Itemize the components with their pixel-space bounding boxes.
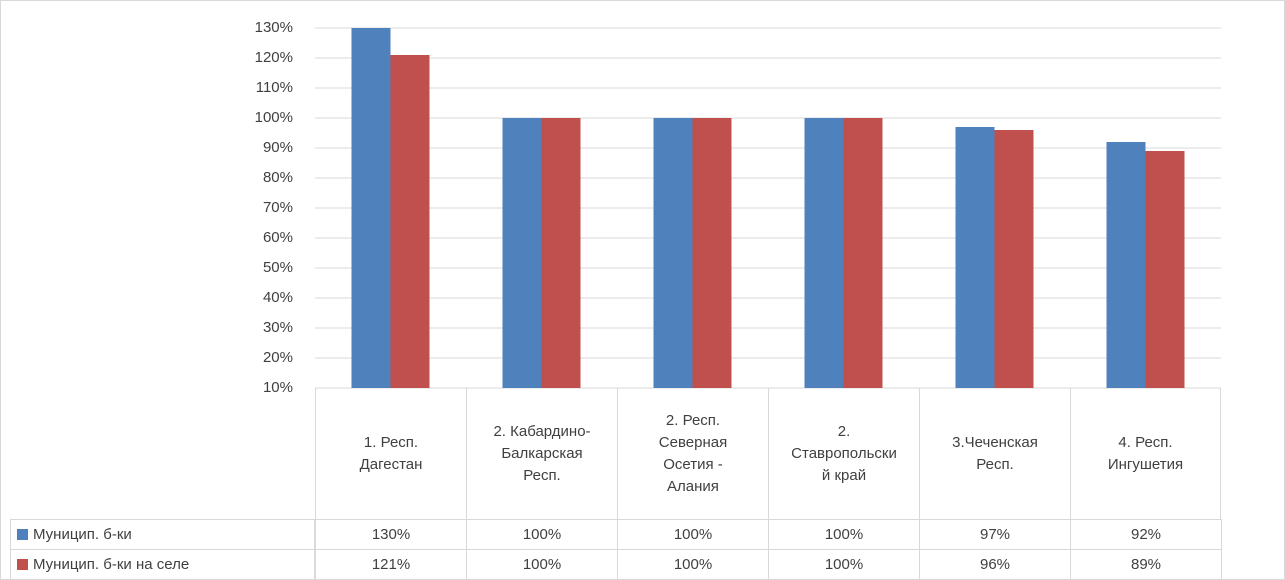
legend-swatch	[17, 529, 28, 540]
y-tick-label: 110%	[256, 79, 293, 96]
bar	[351, 28, 391, 388]
category-cell: 1. Респ. Дагестан	[315, 388, 466, 519]
y-tick-label: 100%	[255, 109, 293, 126]
data-table-value: 100%	[617, 549, 769, 580]
bar	[994, 130, 1034, 388]
bar	[390, 55, 430, 388]
y-tick-label: 130%	[255, 19, 293, 36]
bar	[1145, 151, 1185, 388]
y-tick-label: 40%	[263, 289, 293, 306]
category-cell: 3.Чеченская Респ.	[919, 388, 1070, 519]
legend-swatch	[17, 559, 28, 570]
bar	[1106, 142, 1146, 388]
bar	[502, 118, 542, 388]
category-cell: 4. Респ. Ингушетия	[1070, 388, 1221, 519]
y-tick-label: 80%	[263, 169, 293, 186]
category-cell: 2. Кабардино-Балкарская Респ.	[466, 388, 617, 519]
data-table-value: 96%	[919, 549, 1071, 580]
y-tick-label: 60%	[263, 229, 293, 246]
data-table-value: 100%	[768, 519, 920, 550]
data-table-value: 89%	[1070, 549, 1222, 580]
bar	[804, 118, 844, 388]
legend-label: Муницип. б-ки	[33, 525, 132, 543]
y-tick-label: 90%	[263, 139, 293, 156]
bar	[843, 118, 883, 388]
bar	[541, 118, 581, 388]
legend-label: Муницип. б-ки на селе	[33, 555, 190, 573]
bar	[653, 118, 693, 388]
category-cell: 2. Респ. Северная Осетия - Алания	[617, 388, 768, 519]
bar	[692, 118, 732, 388]
legend-cell: Муницип. б-ки на селе	[10, 549, 315, 580]
data-table-value: 100%	[466, 519, 618, 550]
data-table-value: 121%	[315, 549, 467, 580]
data-table-value: 100%	[768, 549, 920, 580]
data-table-value: 97%	[919, 519, 1071, 550]
y-tick-label: 120%	[255, 49, 293, 66]
data-table-value: 100%	[617, 519, 769, 550]
y-tick-label: 50%	[263, 259, 293, 276]
data-table-value: 92%	[1070, 519, 1222, 550]
category-cell: 2. Ставропольский край	[768, 388, 919, 519]
y-tick-label: 10%	[263, 379, 293, 396]
y-tick-label: 20%	[263, 349, 293, 366]
legend-cell: Муницип. б-ки	[10, 519, 315, 550]
y-tick-label: 70%	[263, 199, 293, 216]
data-table-value: 130%	[315, 519, 467, 550]
bar	[955, 127, 995, 388]
y-tick-label: 30%	[263, 319, 293, 336]
data-table-value: 100%	[466, 549, 618, 580]
